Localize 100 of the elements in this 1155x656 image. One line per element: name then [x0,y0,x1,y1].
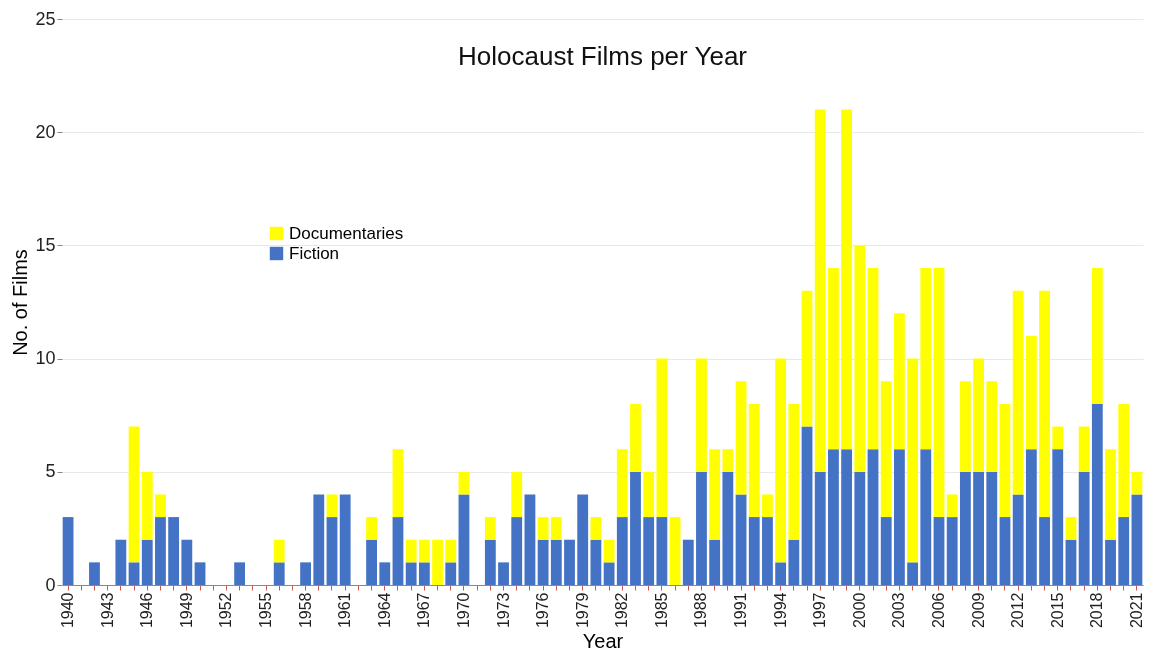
bar [155,494,166,518]
bar [1065,539,1077,585]
bar [273,539,285,563]
y-tick-label: 0 [45,574,56,595]
bar [445,562,457,585]
x-tick-label: 1955 [257,592,275,629]
bar [788,539,800,585]
x-tick-label: 1982 [613,592,631,629]
bar [418,562,430,585]
bar [418,539,430,563]
bar [1091,268,1103,404]
bar [484,539,496,585]
bar [696,471,707,585]
bar [775,562,787,585]
bar [1065,517,1077,540]
bar [775,358,787,563]
bar [788,403,800,540]
bar [933,517,945,585]
x-tick-label: 1979 [573,592,591,629]
bar [959,471,971,585]
x-tick-label: 1973 [494,592,512,629]
bar [867,449,879,585]
bar [643,517,655,585]
bar [392,449,404,518]
bar [880,381,892,518]
bar [841,109,853,450]
bar [89,562,100,585]
x-tick-label: 2015 [1048,592,1066,629]
bar [1052,449,1064,585]
bar [445,539,457,563]
bar [999,517,1011,585]
x-tick-label: 1985 [652,592,670,629]
bar [379,562,391,585]
bar [484,517,496,540]
bar [946,494,958,518]
bar [273,562,285,585]
bar [405,562,417,585]
bar [920,268,932,450]
x-tick-label: 1946 [138,592,156,629]
bar [1131,471,1143,495]
bar [854,471,866,585]
bar [537,517,549,540]
x-tick-label: 1958 [296,592,314,629]
y-tick-label: 20 [35,121,56,142]
bar [748,403,760,518]
legend-label: Fiction [289,243,340,263]
x-tick-label: 2021 [1127,592,1145,629]
bar [564,539,575,585]
bar [603,539,615,563]
bar [141,539,153,585]
bar [722,449,734,472]
x-tick-label: 1943 [98,592,116,629]
y-tick-label: 5 [45,461,56,482]
bar [1025,335,1037,450]
bar [682,539,694,585]
x-tick-label: 1949 [177,592,195,629]
bar [313,494,325,585]
bar [999,403,1011,518]
bar [234,562,246,585]
bar [656,517,668,585]
x-tick-label: 2018 [1088,592,1106,629]
bar [1012,494,1024,585]
bar [841,449,853,585]
bar [1039,517,1050,585]
bar [722,471,734,585]
x-tick-label: 1952 [217,592,235,629]
bar [366,517,377,540]
bar [405,539,417,563]
x-axis-title: Year [582,630,624,653]
bar [194,562,206,585]
bar [62,517,74,585]
bar [458,494,470,585]
bar [894,313,905,450]
bar [498,562,509,585]
bar [748,517,760,585]
bar [537,539,549,585]
bar [946,517,958,585]
bar [854,245,866,472]
bar [920,449,932,585]
bar [1012,290,1024,495]
x-tick-label: 1994 [771,592,789,629]
bar [590,539,602,585]
bar [1025,449,1037,585]
x-tick-label: 1988 [692,592,710,629]
y-tick-label: 10 [35,348,56,369]
bar [1131,494,1143,585]
bar [300,562,311,585]
bar [696,358,707,472]
bar [894,449,905,585]
bar [155,517,166,585]
x-tick-label: 2012 [1009,592,1027,629]
bar [326,517,338,585]
bar [1039,290,1050,518]
legend-label: Documentaries [289,223,404,243]
x-tick-label: 1961 [336,592,354,629]
bar [550,539,562,585]
bar [550,517,562,540]
bar [907,562,919,585]
bar [590,517,602,540]
bar [735,494,747,585]
